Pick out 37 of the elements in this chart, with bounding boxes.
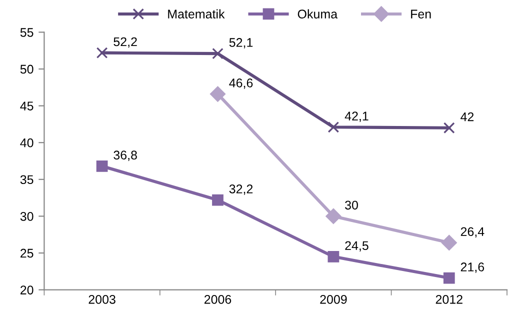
data-label: 32,2 [229,184,253,195]
legend-label: Matematik [168,9,225,18]
y-tick-label: 35 [20,175,34,184]
data-label: 52,1 [229,38,253,48]
point [96,47,108,59]
data-label: 26,4 [460,227,484,238]
y-tick-label: 30 [20,212,34,221]
x-tick-label: 2012 [436,294,462,304]
data-label: 42,1 [344,112,368,122]
point [326,208,342,224]
point [210,86,226,102]
point [443,122,455,134]
data-label: 36,8 [114,150,137,161]
x-tick-label: 2009 [320,294,347,304]
point [441,234,457,250]
x-tick-label: 2003 [88,294,116,304]
y-tick-label: 55 [20,28,34,37]
point [328,121,340,133]
data-label: 46,6 [229,78,253,89]
data-label: 21,6 [460,262,484,273]
y-tick-label: 40 [20,138,34,148]
y-tick-label: 25 [20,248,34,258]
data-label: 30 [345,200,358,210]
point [96,160,108,172]
y-tick-label: 50 [20,64,34,74]
legend-label: Fen [411,10,431,18]
point [443,272,455,284]
point [328,250,340,262]
x-tick-label: 2006 [204,294,232,304]
y-tick-label: 45 [20,102,34,110]
data-label: 42 [460,112,474,122]
point [212,48,224,60]
legend-label: Okuma [298,9,338,18]
data-label: 24,5 [345,241,368,252]
point [212,194,224,206]
data-label: 52,2 [114,37,137,48]
y-tick-label: 20 [20,286,34,294]
